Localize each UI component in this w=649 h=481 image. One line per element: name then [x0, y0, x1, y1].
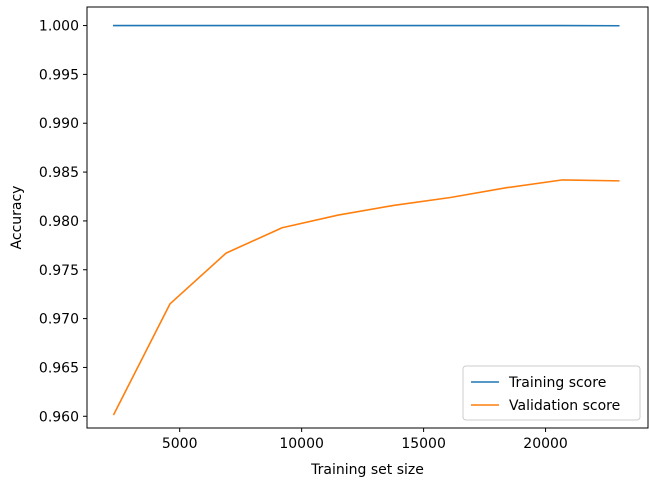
x-axis: 5000 10000 15000 20000 [162, 428, 568, 452]
legend: Training score Validation score [462, 365, 641, 421]
legend-box [462, 365, 641, 421]
y-tick-label: 0.960 [39, 409, 79, 425]
x-tick-label: 10000 [279, 436, 324, 452]
y-tick-label: 0.980 [39, 214, 79, 230]
y-tick-label: 0.985 [39, 165, 79, 181]
y-tick-label: 0.990 [39, 116, 79, 132]
x-tick-label: 5000 [162, 436, 198, 452]
x-axis-label: Training set size [310, 462, 424, 478]
series-layer [112, 24, 620, 416]
legend-label-training-score: Training score [508, 375, 606, 391]
y-tick-label: 0.970 [39, 312, 79, 328]
legend-label-validation-score: Validation score [509, 398, 620, 414]
y-tick-label: 0.975 [39, 263, 79, 279]
y-axis-label: Accuracy [9, 186, 25, 250]
y-tick-label: 1.000 [39, 19, 79, 35]
y-tick-label: 0.965 [39, 360, 79, 376]
y-axis: 0.960 0.965 0.970 0.975 0.980 0.985 0.990 0.995… [39, 19, 87, 425]
y-tick-label: 0.995 [39, 67, 79, 83]
x-tick-label: 15000 [401, 436, 446, 452]
x-tick-label: 20000 [523, 436, 568, 452]
validation-score-line [112, 179, 620, 416]
plot-frame [86, 6, 649, 429]
